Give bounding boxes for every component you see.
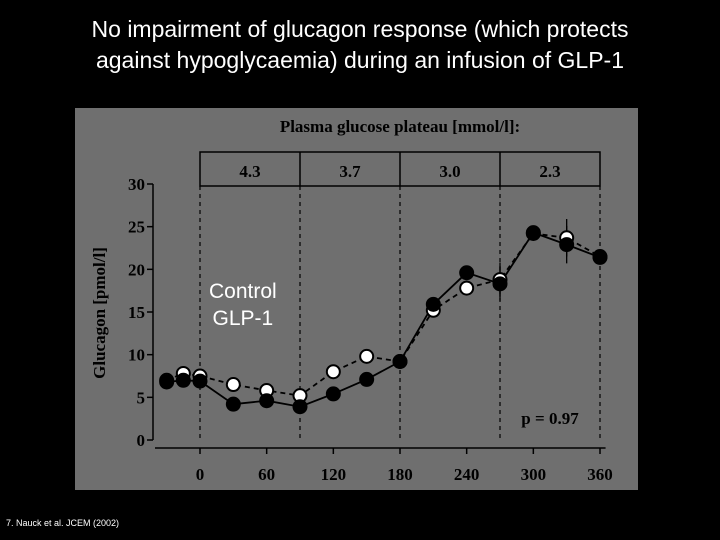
data-series [159, 218, 608, 415]
plateau-label: 3.0 [439, 162, 460, 181]
legend: Control GLP-1 [209, 278, 277, 332]
x-tick-label: 240 [454, 465, 480, 484]
y-tick-label: 30 [128, 175, 145, 194]
glp1-point [459, 265, 475, 281]
x-tick-label: 120 [321, 465, 347, 484]
glucagon-chart: Plasma glucose plateau [mmol/l]: Glucago… [75, 108, 638, 490]
x-tick-label: 60 [258, 465, 275, 484]
glucagon-chart-figure: Plasma glucose plateau [mmol/l]: Glucago… [75, 108, 638, 490]
plateau-label: 2.3 [539, 162, 560, 181]
slide-title-line-2: against hypoglycaemia) during an infusio… [95, 47, 625, 73]
glp1-point [259, 393, 275, 409]
glp1-point [492, 276, 508, 292]
glp1-point [292, 399, 308, 415]
glp1-point [525, 225, 541, 241]
glp1-point [559, 237, 575, 253]
x-tick-label: 300 [521, 465, 547, 484]
y-tick-label: 20 [128, 260, 145, 279]
slide-title: No impairment of glucagon response (whic… [40, 14, 680, 76]
chart-panel-background [75, 108, 638, 490]
series-line-control [166, 232, 601, 397]
x-tick-label: 180 [387, 465, 413, 484]
slide-title-line-1: No impairment of glucagon response (whic… [91, 16, 629, 42]
y-axis-label: Glucagon [pmol/l] [90, 247, 109, 379]
legend-glp1: GLP-1 [212, 307, 274, 330]
y-tick-label: 0 [137, 431, 146, 450]
glp1-point [325, 386, 341, 402]
plateau-band: 4.3 3.7 3.0 2.3 [199, 151, 601, 440]
control-point [325, 364, 341, 380]
citation: 7. Nauck et al. JCEM (2002) [6, 518, 120, 528]
legend-control: Control [209, 280, 277, 303]
y-tick-label: 15 [128, 303, 145, 322]
control-point [225, 377, 241, 393]
glp1-point [159, 374, 175, 390]
glp1-point [359, 371, 375, 387]
plateau-label: 4.3 [239, 162, 260, 181]
chart-title: Plasma glucose plateau [mmol/l]: [280, 117, 520, 136]
y-tick-label: 10 [128, 346, 145, 365]
control-point [459, 280, 475, 296]
y-tick-label: 5 [137, 388, 146, 407]
p-value-annotation: p = 0.97 [521, 409, 579, 428]
y-tick-label: 25 [128, 218, 145, 237]
glp1-point [392, 353, 408, 369]
glp1-point [225, 396, 241, 412]
glp1-point [192, 373, 208, 389]
glp1-point [425, 296, 441, 312]
plateau-label: 3.7 [339, 162, 361, 181]
glp1-point [592, 249, 608, 265]
glp1-point [175, 372, 191, 388]
x-tick-label: 0 [196, 465, 205, 484]
x-tick-label: 360 [587, 465, 613, 484]
control-point [359, 348, 375, 364]
